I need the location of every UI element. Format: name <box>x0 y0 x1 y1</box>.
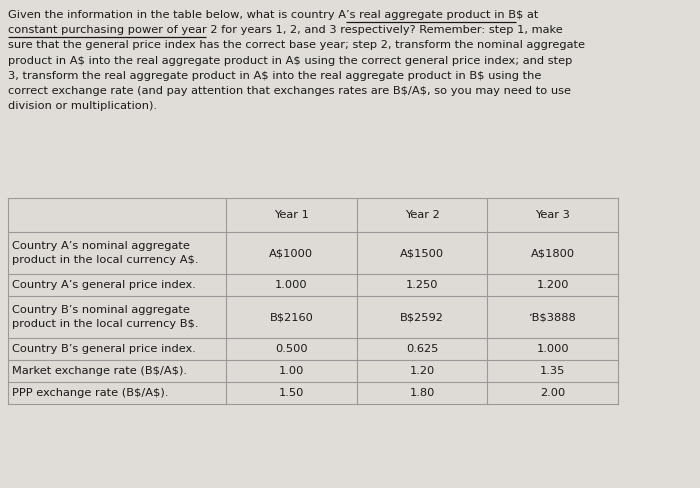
Text: division or multiplication).: division or multiplication). <box>8 101 157 111</box>
Text: 1.200: 1.200 <box>536 280 569 290</box>
Text: 1.20: 1.20 <box>410 366 435 376</box>
Text: product in the local currency A\$.: product in the local currency A\$. <box>12 255 199 265</box>
Text: A\$1500: A\$1500 <box>400 248 444 258</box>
Bar <box>8 198 618 404</box>
Text: 1.35: 1.35 <box>540 366 566 376</box>
Text: 0.500: 0.500 <box>275 344 307 354</box>
Text: 1.000: 1.000 <box>275 280 307 290</box>
Text: Year 2: Year 2 <box>405 210 440 220</box>
Text: sure that the general price index has the correct base year; step 2, transform t: sure that the general price index has th… <box>8 41 585 50</box>
Text: 1.50: 1.50 <box>279 388 304 398</box>
Text: Country A’s general price index.: Country A’s general price index. <box>12 280 196 290</box>
Text: Country B’s general price index.: Country B’s general price index. <box>12 344 196 354</box>
Text: 3, transform the real aggregate product in A\$ into the real aggregate product i: 3, transform the real aggregate product … <box>8 71 541 81</box>
Text: Market exchange rate (B\$/A\$).: Market exchange rate (B\$/A\$). <box>12 366 187 376</box>
Text: Given the information in the table below, what is country A’s real aggregate pro: Given the information in the table below… <box>8 10 538 20</box>
Text: 0.625: 0.625 <box>406 344 438 354</box>
Text: 2.00: 2.00 <box>540 388 566 398</box>
Text: A\$1800: A\$1800 <box>531 248 575 258</box>
Text: A\$1000: A\$1000 <box>270 248 314 258</box>
Text: Country A’s nominal aggregate: Country A’s nominal aggregate <box>12 241 190 251</box>
Text: product in the local currency B\$.: product in the local currency B\$. <box>12 320 199 329</box>
Text: Country B’s nominal aggregate: Country B’s nominal aggregate <box>12 305 190 315</box>
Text: 1.80: 1.80 <box>410 388 435 398</box>
Text: PPP exchange rate (B\$/A\$).: PPP exchange rate (B\$/A\$). <box>12 388 169 398</box>
Text: product in A\$ into the real aggregate product in A\$ using the correct general : product in A\$ into the real aggregate p… <box>8 56 573 65</box>
Text: B\$2592: B\$2592 <box>400 312 444 322</box>
Text: ʼB\$3888: ʼB\$3888 <box>528 312 577 322</box>
Text: Year 1: Year 1 <box>274 210 309 220</box>
Text: 1.000: 1.000 <box>536 344 569 354</box>
Text: 1.00: 1.00 <box>279 366 304 376</box>
Text: 1.250: 1.250 <box>406 280 438 290</box>
Text: B\$2160: B\$2160 <box>270 312 314 322</box>
Text: Year 3: Year 3 <box>536 210 570 220</box>
Text: correct exchange rate (and pay attention that exchanges rates are B\$/A\$, so yo: correct exchange rate (and pay attention… <box>8 86 571 96</box>
Text: constant purchasing power of year 2 for years 1, 2, and 3 respectively? Remember: constant purchasing power of year 2 for … <box>8 25 563 35</box>
